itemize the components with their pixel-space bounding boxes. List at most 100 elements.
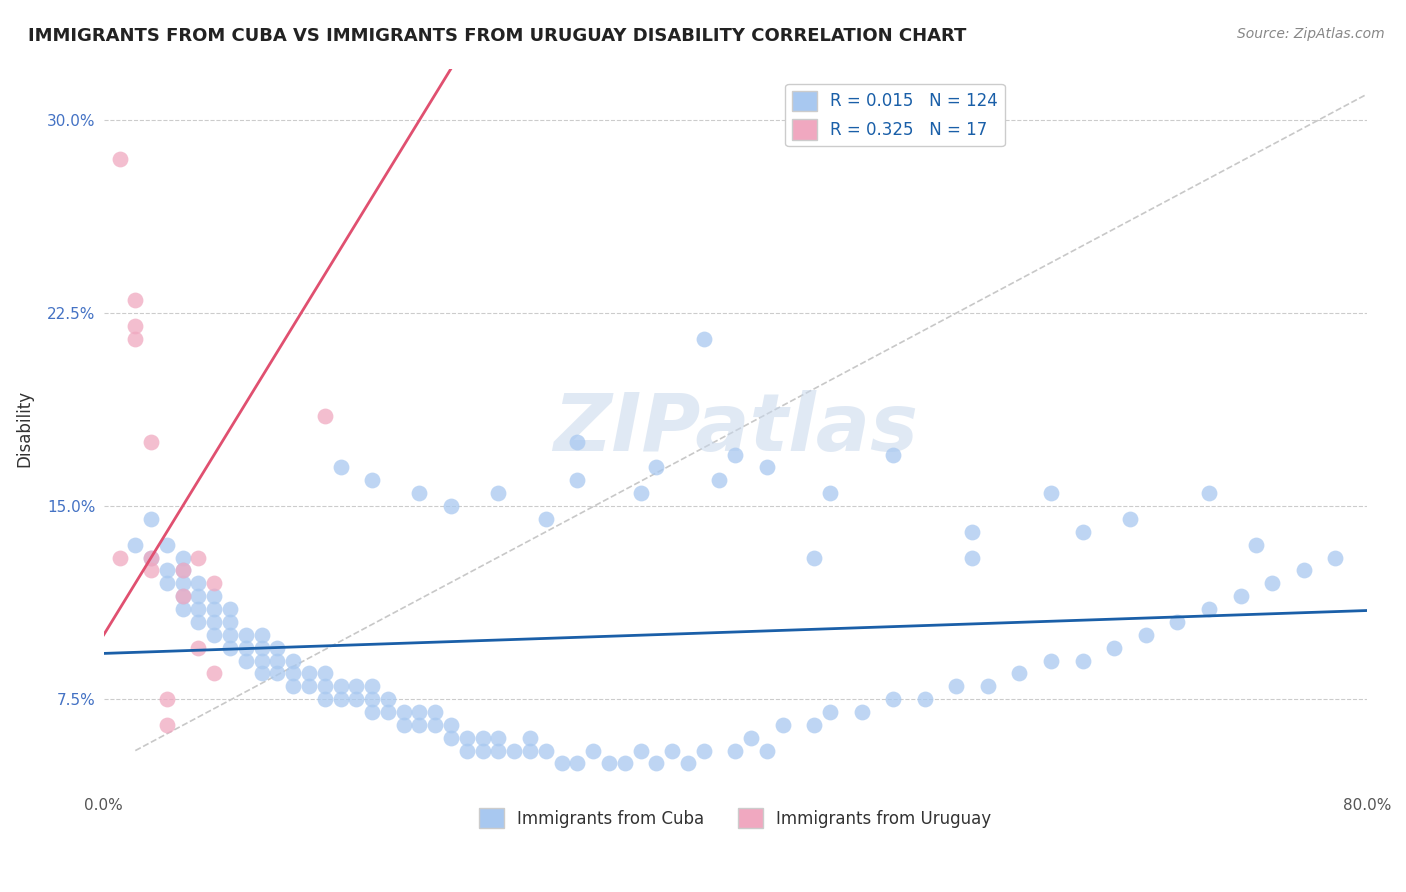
Point bbox=[235, 640, 257, 655]
Point bbox=[440, 499, 463, 513]
Point bbox=[1229, 589, 1251, 603]
Point bbox=[266, 640, 288, 655]
Point bbox=[1040, 653, 1063, 667]
Text: ZIPatlas: ZIPatlas bbox=[553, 390, 918, 468]
Point bbox=[219, 615, 242, 629]
Point bbox=[1008, 666, 1031, 681]
Point bbox=[803, 718, 825, 732]
Point bbox=[361, 679, 384, 693]
Point bbox=[202, 576, 225, 591]
Point bbox=[172, 602, 194, 616]
Point bbox=[945, 679, 967, 693]
Point bbox=[755, 460, 778, 475]
Point bbox=[329, 460, 352, 475]
Point bbox=[156, 718, 179, 732]
Point bbox=[567, 756, 589, 771]
Point bbox=[250, 640, 273, 655]
Point bbox=[692, 332, 714, 346]
Point bbox=[139, 434, 162, 449]
Point bbox=[488, 743, 510, 757]
Point bbox=[503, 743, 526, 757]
Y-axis label: Disability: Disability bbox=[15, 391, 32, 467]
Point bbox=[724, 743, 747, 757]
Point bbox=[519, 731, 541, 745]
Point bbox=[613, 756, 636, 771]
Point bbox=[392, 705, 415, 719]
Point bbox=[755, 743, 778, 757]
Point bbox=[139, 550, 162, 565]
Text: Source: ZipAtlas.com: Source: ZipAtlas.com bbox=[1237, 27, 1385, 41]
Point bbox=[740, 731, 762, 745]
Point bbox=[156, 564, 179, 578]
Point bbox=[1102, 640, 1125, 655]
Point bbox=[124, 293, 146, 308]
Point bbox=[187, 615, 209, 629]
Point bbox=[187, 640, 209, 655]
Point bbox=[709, 474, 731, 488]
Point bbox=[1198, 602, 1220, 616]
Point bbox=[1135, 628, 1157, 642]
Point bbox=[598, 756, 620, 771]
Point bbox=[456, 743, 478, 757]
Point bbox=[235, 653, 257, 667]
Point bbox=[219, 602, 242, 616]
Point bbox=[266, 666, 288, 681]
Point bbox=[124, 538, 146, 552]
Point bbox=[139, 512, 162, 526]
Point bbox=[851, 705, 873, 719]
Point bbox=[172, 576, 194, 591]
Point bbox=[377, 692, 399, 706]
Legend: Immigrants from Cuba, Immigrants from Uruguay: Immigrants from Cuba, Immigrants from Ur… bbox=[472, 801, 998, 835]
Point bbox=[156, 538, 179, 552]
Point bbox=[488, 486, 510, 500]
Point bbox=[519, 743, 541, 757]
Point bbox=[550, 756, 572, 771]
Point bbox=[425, 718, 447, 732]
Point bbox=[803, 550, 825, 565]
Point bbox=[202, 589, 225, 603]
Point bbox=[471, 731, 494, 745]
Point bbox=[156, 576, 179, 591]
Point bbox=[202, 602, 225, 616]
Point bbox=[172, 550, 194, 565]
Point bbox=[344, 679, 367, 693]
Point bbox=[219, 640, 242, 655]
Point bbox=[108, 550, 131, 565]
Point bbox=[187, 602, 209, 616]
Point bbox=[960, 550, 983, 565]
Point bbox=[283, 666, 305, 681]
Point bbox=[440, 731, 463, 745]
Point bbox=[488, 731, 510, 745]
Point bbox=[139, 550, 162, 565]
Point bbox=[172, 564, 194, 578]
Point bbox=[283, 679, 305, 693]
Point bbox=[772, 718, 794, 732]
Point bbox=[329, 679, 352, 693]
Point bbox=[1071, 653, 1094, 667]
Point bbox=[1246, 538, 1268, 552]
Point bbox=[960, 524, 983, 539]
Point bbox=[250, 653, 273, 667]
Point bbox=[172, 589, 194, 603]
Point bbox=[266, 653, 288, 667]
Point bbox=[818, 486, 841, 500]
Point bbox=[1292, 564, 1315, 578]
Point bbox=[724, 448, 747, 462]
Point bbox=[661, 743, 683, 757]
Point bbox=[534, 743, 557, 757]
Point bbox=[329, 692, 352, 706]
Point bbox=[361, 705, 384, 719]
Point bbox=[344, 692, 367, 706]
Point bbox=[456, 731, 478, 745]
Point bbox=[977, 679, 1000, 693]
Point bbox=[582, 743, 605, 757]
Point bbox=[187, 589, 209, 603]
Point bbox=[408, 486, 430, 500]
Point bbox=[172, 564, 194, 578]
Point bbox=[187, 550, 209, 565]
Point bbox=[392, 718, 415, 732]
Point bbox=[377, 705, 399, 719]
Point bbox=[818, 705, 841, 719]
Point bbox=[1166, 615, 1188, 629]
Point bbox=[235, 628, 257, 642]
